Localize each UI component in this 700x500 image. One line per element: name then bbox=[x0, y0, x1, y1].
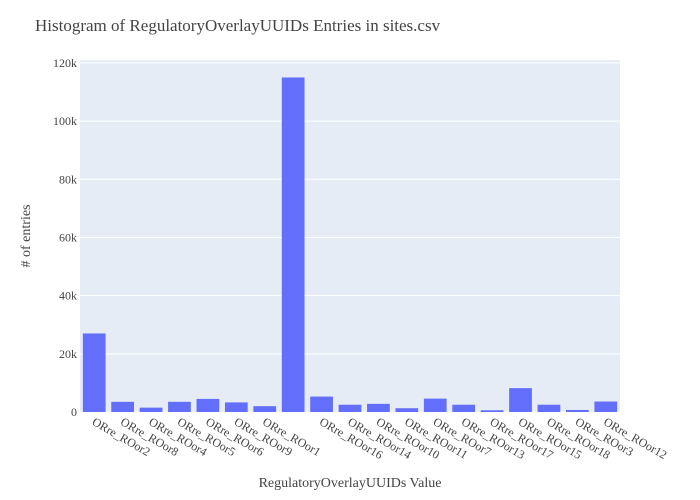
bar bbox=[367, 403, 390, 412]
bar bbox=[224, 402, 248, 412]
bar bbox=[139, 407, 163, 412]
plot-area bbox=[80, 60, 620, 412]
bar bbox=[281, 77, 305, 413]
bar bbox=[310, 396, 333, 412]
x-axis-title: RegulatoryOverlayUUIDs Value bbox=[259, 476, 442, 491]
bar bbox=[566, 409, 589, 412]
bar bbox=[253, 406, 277, 412]
bar bbox=[395, 408, 419, 412]
y-tick-label: 100k bbox=[53, 114, 77, 128]
bar bbox=[452, 404, 476, 412]
bar bbox=[82, 333, 106, 412]
chart-title: Histogram of RegulatoryOverlayUUIDs Entr… bbox=[35, 16, 441, 35]
bar bbox=[509, 388, 532, 412]
y-tick-label: 60k bbox=[59, 230, 77, 244]
bar bbox=[423, 398, 447, 412]
y-tick-label: 120k bbox=[53, 56, 77, 70]
bar bbox=[537, 404, 561, 412]
y-tick-label: 20k bbox=[59, 347, 77, 361]
bar bbox=[480, 410, 504, 412]
bar bbox=[338, 404, 362, 412]
y-tick-label: 0 bbox=[71, 405, 77, 419]
bar bbox=[196, 398, 220, 412]
bar bbox=[111, 401, 134, 412]
y-tick-label: 80k bbox=[59, 172, 77, 186]
y-axis-title: # of entries bbox=[19, 205, 34, 268]
bar bbox=[594, 401, 618, 412]
y-tick-label: 40k bbox=[59, 289, 77, 303]
bar bbox=[168, 401, 191, 412]
